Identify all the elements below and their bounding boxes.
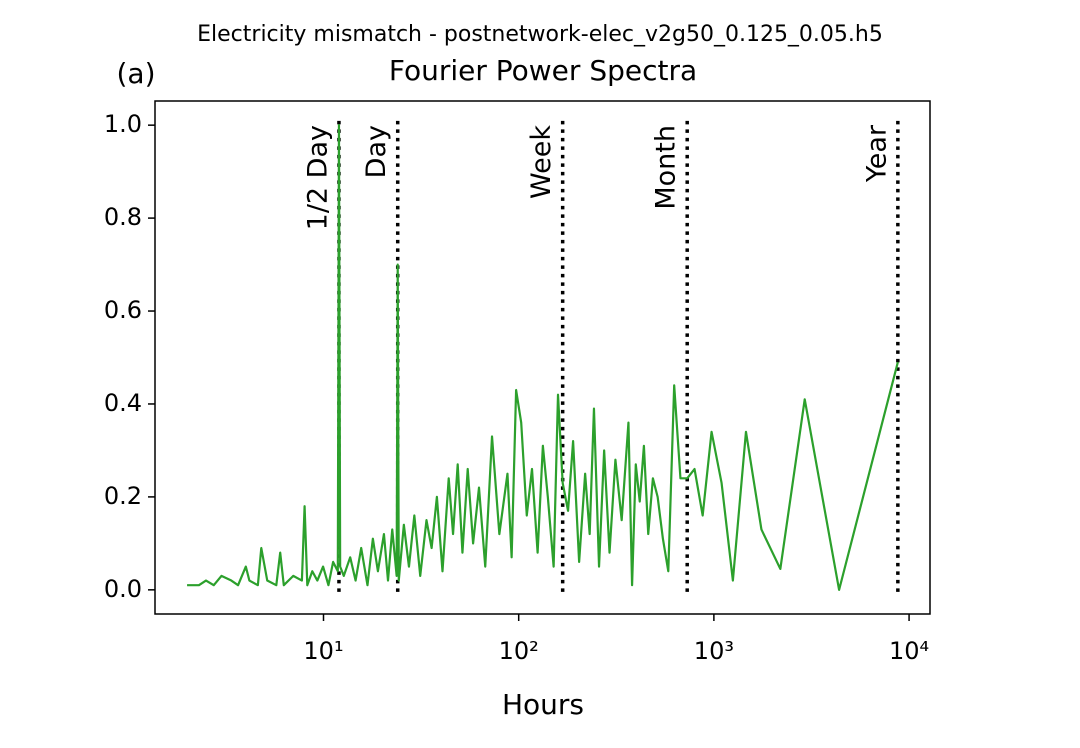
panel-label: (a): [116, 57, 155, 90]
chart-title: Fourier Power Spectra: [389, 54, 697, 87]
series-line: [187, 124, 899, 591]
y-tick-label: 0.8: [104, 203, 142, 231]
y-tick-label: 0.0: [104, 575, 142, 603]
y-tick-label: 0.6: [104, 296, 142, 324]
x-tick-label: 10⁴: [889, 637, 929, 665]
y-tick-label: 1.0: [104, 110, 142, 138]
x-axis-label: Hours: [502, 688, 584, 721]
x-tick-label: 10²: [499, 637, 539, 665]
reference-label: Year: [861, 124, 892, 183]
y-tick-label: 0.4: [104, 389, 142, 417]
reference-label: Month: [651, 125, 682, 210]
reference-label: Day: [361, 125, 392, 178]
x-tick-label: 10³: [694, 637, 734, 665]
y-tick-label: 0.2: [104, 482, 142, 510]
suptitle: Electricity mismatch - postnetwork-elec_…: [197, 22, 883, 47]
plot-frame: [154, 100, 931, 615]
x-tick-label: 10¹: [303, 637, 343, 665]
reference-label: Week: [526, 125, 557, 199]
reference-label: 1/2 Day: [302, 125, 333, 230]
